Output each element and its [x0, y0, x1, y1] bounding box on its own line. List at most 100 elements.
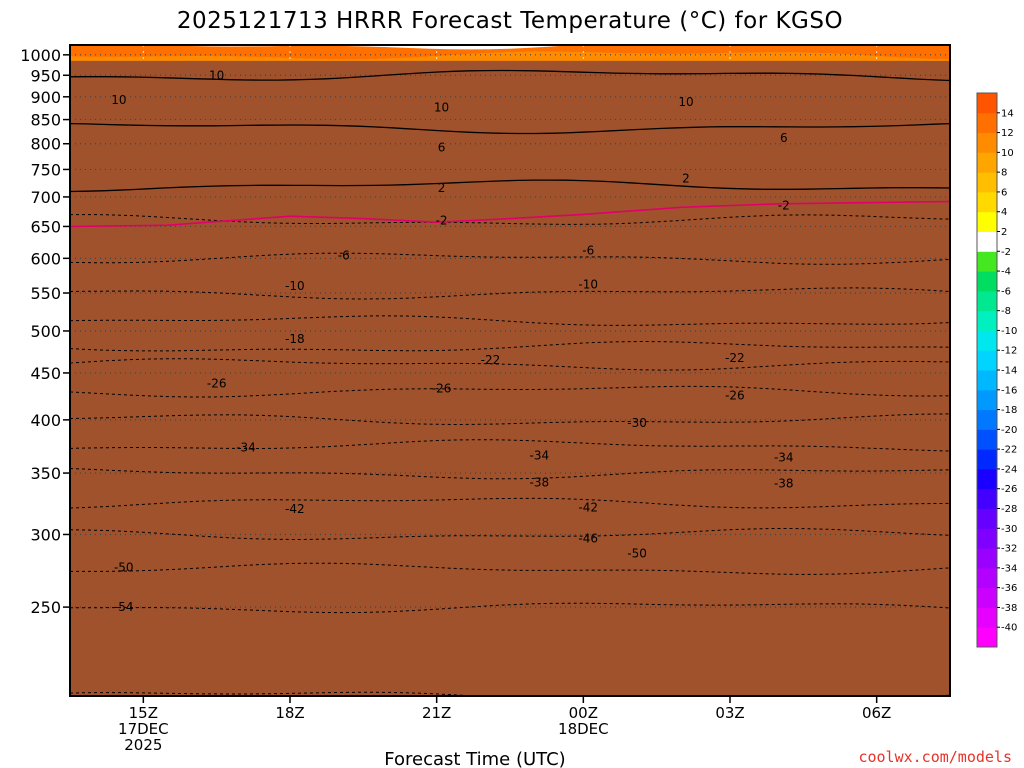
plot-frame [69, 44, 951, 697]
isotherm-line [70, 358, 950, 371]
contour-label: -26 [725, 389, 745, 403]
colorbar-label: 6 [1001, 187, 1007, 198]
colorbar-label: 14 [1001, 108, 1014, 119]
contour-label: 10 [434, 101, 449, 115]
contour-label: -18 [285, 332, 305, 346]
isotherm-line [70, 122, 950, 135]
colorbar-label: -28 [1001, 504, 1017, 515]
y-tick-label: 800 [30, 135, 61, 154]
y-tick-label: 950 [30, 66, 61, 85]
colorbar-swatch [977, 112, 997, 134]
y-tick-label: 750 [30, 160, 61, 179]
contour-label: -34 [530, 448, 550, 462]
colorbar-label: -16 [1001, 385, 1017, 396]
contour-label: -38 [774, 476, 794, 490]
colorbar-swatch [977, 152, 997, 173]
colorbar-label: -8 [1001, 306, 1011, 317]
colorbar-swatch [977, 449, 997, 470]
credit-link[interactable]: coolwx.com/models [858, 748, 1012, 766]
isotherm-line [70, 69, 950, 82]
colorbar-label: -2 [1001, 247, 1011, 258]
x-tick-label: 17DEC [118, 720, 169, 738]
colorbar-swatch [977, 132, 997, 153]
colorbar-swatch [977, 172, 997, 193]
contour-label: 10 [209, 68, 224, 82]
x-tick-label: 2025 [124, 736, 162, 754]
colorbar-label: 8 [1001, 168, 1007, 179]
colorbar-swatch [977, 330, 997, 351]
colorbar-legend: -40-38-36-34-32-30-28-26-24-22-20-18-16-… [976, 92, 1017, 648]
contour-label: 6 [780, 131, 788, 145]
y-tick-label: 1000 [20, 46, 61, 65]
colorbar-label: -22 [1001, 445, 1017, 456]
contour-label: 10 [678, 95, 693, 109]
plot-area: -54-50-50-46-42 -42-38 -38-34-34 -34-30-26-… [69, 44, 951, 697]
colorbar-label: -26 [1001, 484, 1017, 495]
contour-label: -34 [236, 441, 256, 455]
colorbar-label: -12 [1001, 346, 1017, 357]
ground-surface [70, 60, 950, 696]
colorbar-swatch [977, 350, 997, 371]
colorbar-label: -38 [1001, 603, 1017, 614]
colorbar-label: -40 [1001, 623, 1017, 634]
contour-label: 2 [438, 181, 446, 195]
colorbar-label: -4 [1001, 267, 1011, 278]
colorbar-swatch [977, 271, 997, 292]
isotherm-line [70, 439, 950, 452]
colorbar-label: -10 [1001, 326, 1017, 337]
colorbar-swatch [977, 587, 997, 608]
isotherm-line [70, 562, 950, 575]
isotherm-line [70, 691, 950, 696]
y-tick-label: 450 [30, 364, 61, 383]
contour-label: -10 [285, 279, 305, 293]
colorbar-swatch [977, 409, 997, 430]
colorbar-swatch [977, 251, 997, 272]
colorbar-swatch [977, 528, 997, 549]
chart-title: 2025121713 HRRR Forecast Temperature (°C… [177, 8, 843, 34]
x-tick-label: 00Z [569, 704, 598, 722]
contour-label: -46 [578, 531, 598, 545]
contour-label: 6 [438, 141, 446, 155]
contour-label: -6 [582, 243, 594, 257]
colorbar-swatch [977, 370, 997, 391]
contour-label: -34 [774, 450, 794, 464]
colorbar-swatch [977, 290, 997, 312]
y-tick-label: 300 [30, 525, 61, 544]
y-tick-label: 500 [30, 322, 61, 341]
contour-label: -38 [530, 475, 550, 489]
y-tick-label: 400 [30, 411, 61, 430]
y-tick-label: 900 [30, 88, 61, 107]
y-tick-label: 700 [30, 188, 61, 207]
contour-label: -54 [114, 600, 134, 614]
x-tick-label: 21Z [422, 704, 451, 722]
colorbar-swatch [977, 468, 997, 490]
colorbar-label: -34 [1001, 563, 1017, 574]
colorbar-label: -36 [1001, 583, 1017, 594]
contour-label: -22 [725, 351, 745, 365]
isotherm-line [70, 179, 950, 193]
isotherm-line [70, 602, 950, 614]
y-tick-label: 350 [30, 464, 61, 483]
colorbar-swatch [977, 389, 997, 411]
colorbar-label: -24 [1001, 464, 1017, 475]
colorbar-swatch [977, 488, 997, 509]
contour-label: -50 [114, 561, 134, 575]
contour-label: -2 [436, 213, 448, 227]
isotherm-line [70, 287, 950, 300]
colorbar-swatch [977, 93, 997, 114]
freezing-line [70, 200, 950, 228]
isotherm-line [70, 385, 950, 398]
contour-label: 2 [682, 172, 690, 186]
contour-lines [70, 69, 950, 696]
contour-label: -26 [432, 381, 452, 395]
colorbar-swatch [977, 627, 997, 648]
colorbar-label: 4 [1001, 207, 1007, 218]
isotherm-line [70, 468, 950, 480]
y-tick-label: 250 [30, 598, 61, 617]
contour-label: -42 [578, 501, 598, 515]
colorbar-swatch [977, 567, 997, 589]
colorbar-swatch [977, 429, 997, 450]
colorbar-label: 12 [1001, 128, 1014, 139]
